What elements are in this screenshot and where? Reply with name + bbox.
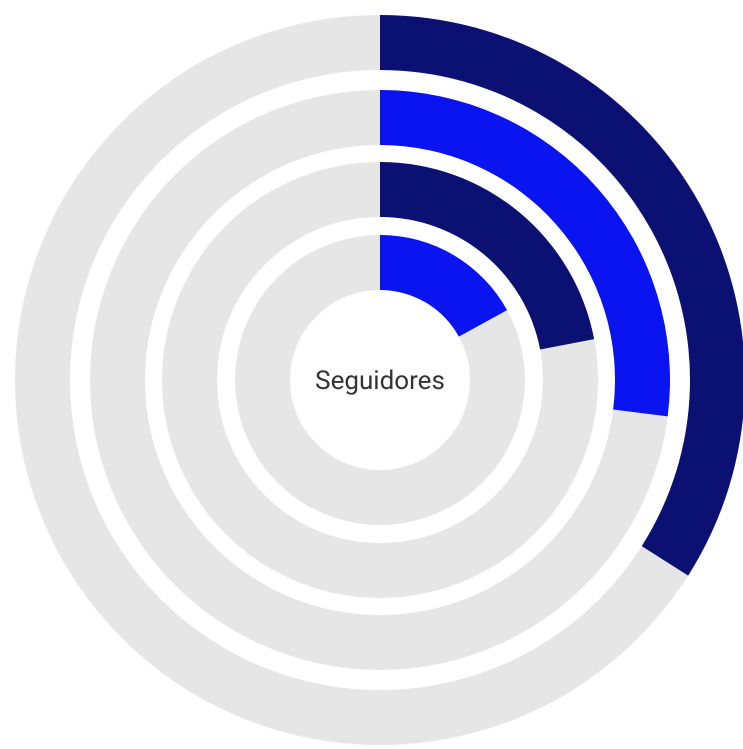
- radial-bar: [380, 235, 508, 337]
- radial-bar: [380, 90, 671, 417]
- center-label: Seguidores: [315, 366, 445, 396]
- radial-bar: [380, 162, 595, 350]
- radial-bar: [380, 15, 743, 576]
